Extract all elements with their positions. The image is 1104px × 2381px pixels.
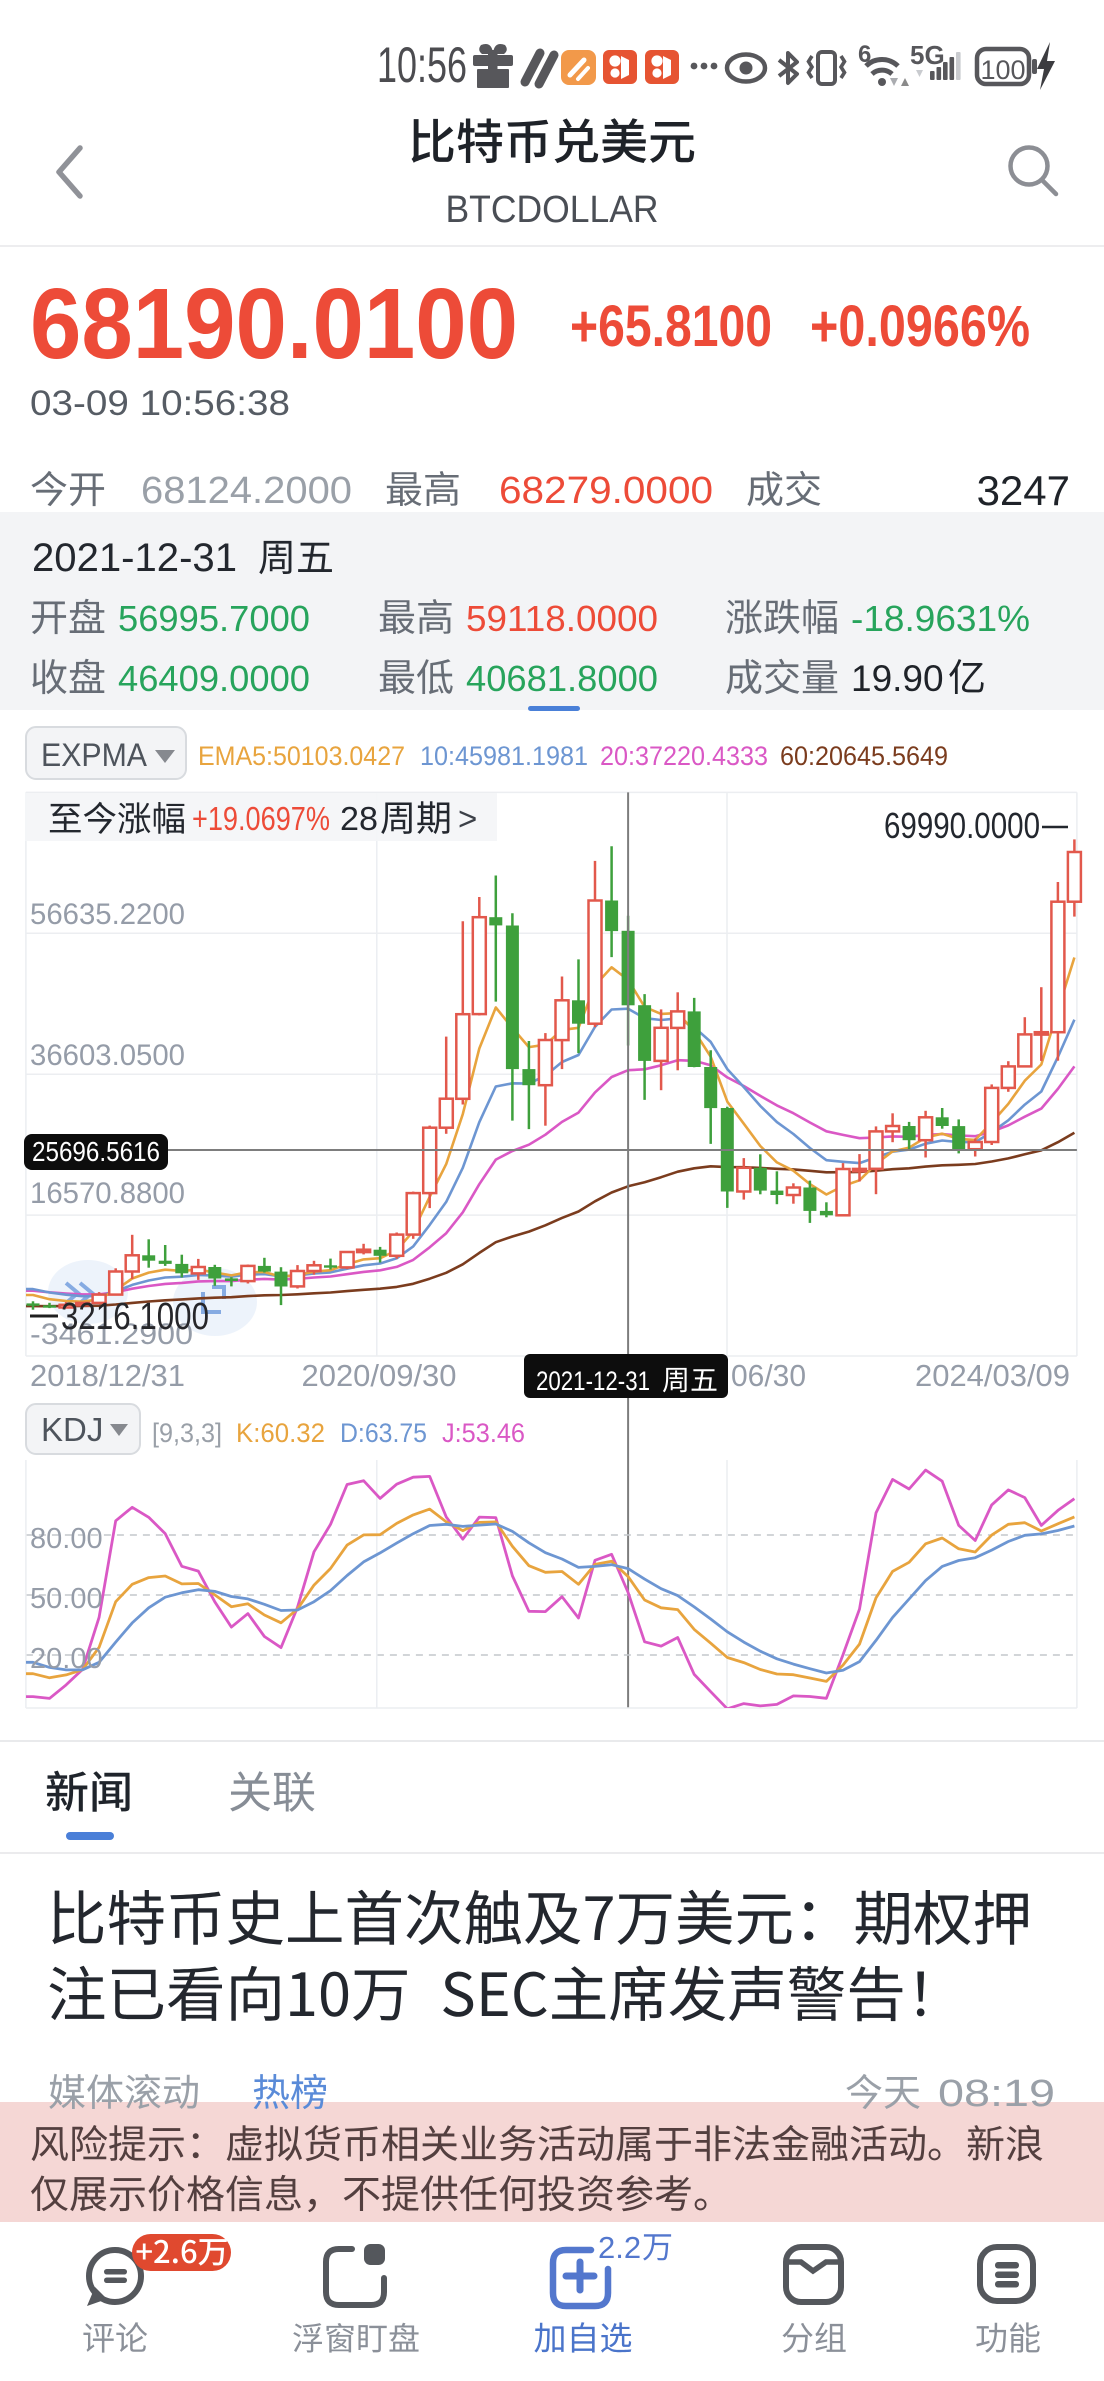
svg-text:20.00: 20.00	[30, 1643, 103, 1675]
svg-text:06/30: 06/30	[731, 1358, 806, 1393]
svg-text:10:45981.1981: 10:45981.1981	[420, 741, 588, 771]
svg-text:2018/12/31: 2018/12/31	[30, 1358, 185, 1393]
svg-text:-3461.2900: -3461.2900	[30, 1318, 193, 1351]
svg-text:69990.0000: 69990.0000	[884, 805, 1040, 846]
svg-text:59118.0000: 59118.0000	[466, 598, 658, 639]
svg-text:28: 28	[340, 800, 378, 837]
svg-text:68279.0000: 68279.0000	[499, 470, 713, 512]
svg-text:3247: 3247	[977, 467, 1070, 514]
svg-text:46409.0000: 46409.0000	[118, 658, 310, 699]
svg-text:+19.0697%: +19.0697%	[192, 800, 330, 837]
svg-text:16570.8800: 16570.8800	[30, 1177, 185, 1210]
svg-text:80.00: 80.00	[30, 1523, 103, 1555]
svg-text:36603.0500: 36603.0500	[30, 1039, 185, 1072]
svg-text:100: 100	[980, 55, 1025, 85]
svg-text:08:19: 08:19	[938, 2073, 1055, 2115]
svg-text:19.90: 19.90	[851, 658, 944, 699]
svg-text:2024/03/09: 2024/03/09	[915, 1358, 1070, 1393]
svg-text:J:53.46: J:53.46	[442, 1418, 525, 1448]
svg-text:10:56: 10:56	[377, 37, 467, 93]
svg-text:3216.1000: 3216.1000	[61, 1296, 209, 1338]
svg-text:D:63.75: D:63.75	[340, 1418, 427, 1448]
svg-text:20:37220.4333: 20:37220.4333	[600, 741, 768, 771]
svg-text:68190.0100: 68190.0100	[30, 268, 518, 380]
svg-text:[9,3,3]: [9,3,3]	[152, 1418, 222, 1448]
svg-text:2021-12-31: 2021-12-31	[32, 536, 237, 580]
svg-text:68124.2000: 68124.2000	[141, 470, 352, 512]
svg-text:40681.8000: 40681.8000	[466, 658, 658, 699]
svg-text:03-09 10:56:38: 03-09 10:56:38	[30, 384, 290, 423]
svg-text:BTCDOLLAR: BTCDOLLAR	[446, 189, 659, 231]
svg-text:EXPMA: EXPMA	[41, 737, 148, 773]
svg-text:K:60.32: K:60.32	[236, 1418, 325, 1448]
svg-text:2.2: 2.2	[598, 2230, 641, 2265]
svg-text:+0.0966%: +0.0966%	[810, 294, 1030, 359]
svg-text:56995.7000: 56995.7000	[118, 598, 310, 639]
svg-text:50.00: 50.00	[30, 1583, 103, 1615]
svg-text:+65.8100: +65.8100	[570, 294, 772, 359]
svg-text:56635.2200: 56635.2200	[30, 898, 185, 931]
svg-text:>: >	[458, 800, 477, 837]
svg-text:5G: 5G	[910, 40, 945, 70]
svg-text:60:20645.5649: 60:20645.5649	[780, 741, 948, 771]
svg-text:2021-12-31: 2021-12-31	[536, 1366, 650, 1396]
svg-text:KDJ: KDJ	[41, 1411, 103, 1448]
svg-text:25696.5616: 25696.5616	[32, 1136, 160, 1167]
svg-text:2020/09/30: 2020/09/30	[302, 1358, 457, 1393]
svg-text:-18.9631%: -18.9631%	[851, 598, 1030, 639]
svg-text:EMA5:50103.0427: EMA5:50103.0427	[198, 741, 405, 771]
